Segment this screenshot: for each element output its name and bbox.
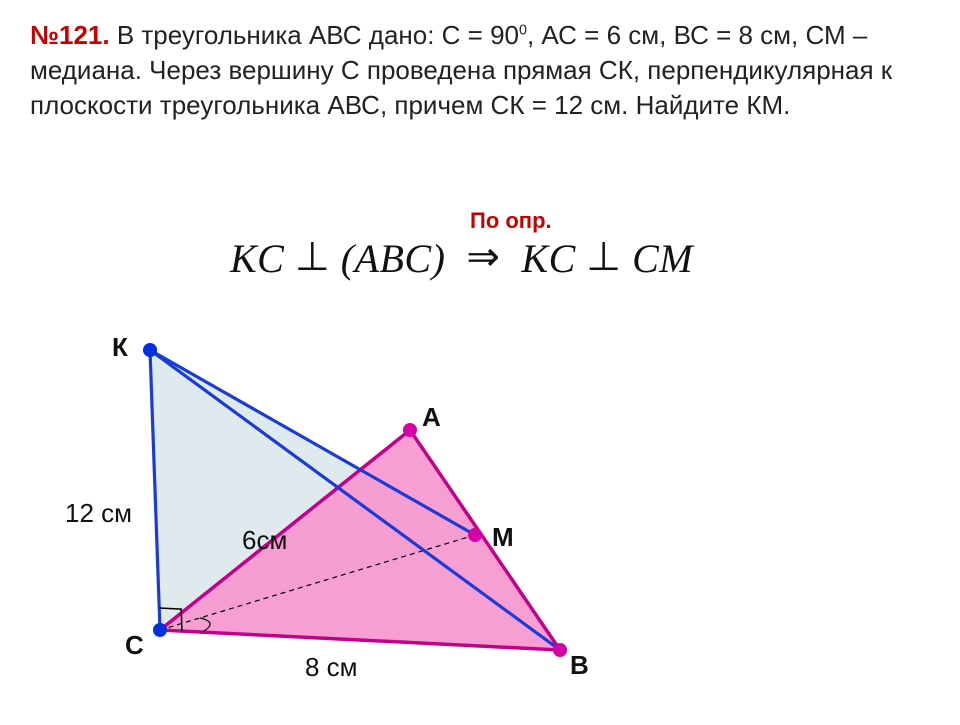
point-m [468, 528, 482, 542]
implies-icon: ⇒ [466, 233, 500, 280]
label-12cm: 12 см [65, 498, 132, 529]
formula-cm: CM [632, 236, 693, 281]
point-c [153, 623, 167, 637]
point-k [143, 343, 157, 357]
geometry-diagram: К С А В М 12 см 6см 8 см [30, 320, 670, 720]
angle-tail: С = 90 [442, 20, 519, 50]
angle-sup: 0 [519, 22, 527, 38]
formula: KC ⊥ (ABC) ⇒ KC ⊥ CM [230, 235, 693, 282]
label-m: М [492, 522, 514, 553]
perp-icon: ⊥ [295, 233, 330, 280]
problem-body-1: В треугольника АВС дано: [110, 20, 442, 50]
formula-kc2: KC [521, 236, 575, 281]
label-a: А [422, 402, 441, 433]
label-k: К [112, 332, 128, 363]
problem-number: №121. [30, 20, 110, 50]
problem-text: №121. В треугольника АВС дано: С = 900, … [30, 18, 930, 123]
formula-kc1: KC [230, 236, 284, 281]
point-a [403, 423, 417, 437]
hint-label: По опр. [470, 208, 552, 234]
formula-abc: (ABC) [341, 236, 446, 281]
label-6cm: 6см [242, 525, 287, 556]
label-8cm: 8 см [305, 652, 358, 683]
point-b [553, 643, 567, 657]
label-b: В [570, 650, 589, 681]
perp-icon-2: ⊥ [586, 233, 621, 280]
label-c: С [125, 630, 144, 661]
